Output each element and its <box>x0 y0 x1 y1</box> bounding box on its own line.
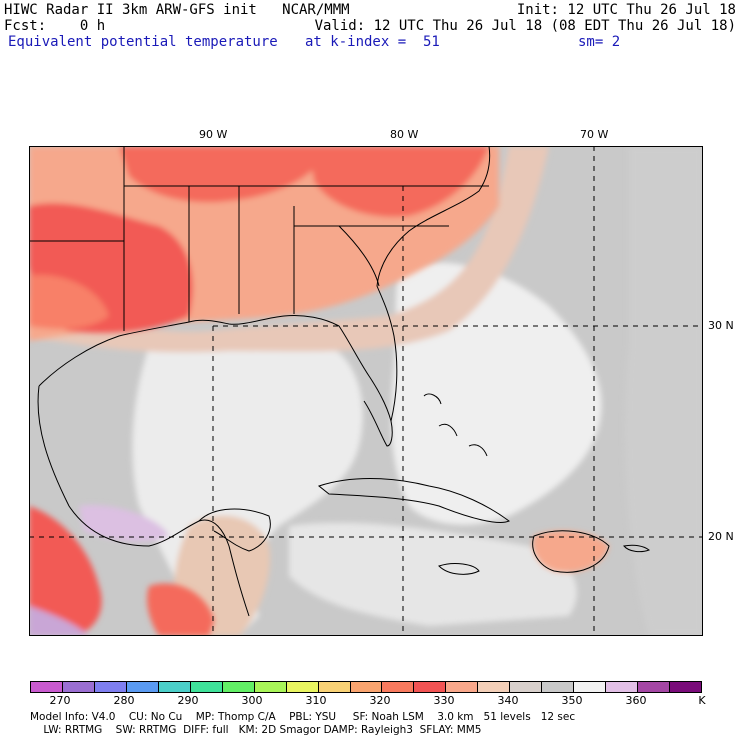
colorbar-swatch <box>478 682 511 692</box>
red-core-north <box>119 146 329 203</box>
colorbar-swatch <box>670 682 702 692</box>
colorbar-swatch <box>286 682 319 692</box>
puerto-rico-outline <box>623 544 651 553</box>
red-core-east <box>309 146 489 217</box>
map-frame <box>29 146 703 636</box>
field-name: Equivalent potential temperature <box>8 34 278 50</box>
forecast-hour: Fcst: 0 h <box>4 18 106 34</box>
colorbar-swatch <box>190 682 223 692</box>
colorbar-swatch <box>222 682 255 692</box>
colorbar-swatch <box>510 682 543 692</box>
model-info-line2: LW: RRTMG SW: RRTMG DIFF: full KM: 2D Sm… <box>30 724 482 736</box>
colorbar-swatch <box>31 682 63 692</box>
bahamas-1 <box>423 393 442 405</box>
colorbar-tick-270: 270 <box>49 694 71 707</box>
lon-label-80w: 80 W <box>390 128 419 141</box>
colorbar-swatch <box>158 682 191 692</box>
hispaniola-outline <box>532 530 610 573</box>
colorbar-swatch <box>318 682 351 692</box>
colorbar-swatch <box>254 682 287 692</box>
purple-bottom-left <box>29 606 89 636</box>
red-texas <box>29 275 109 329</box>
colorbar-tick-310: 310 <box>305 694 327 707</box>
valid-time: Valid: 12 UTC Thu 26 Jul 18 (08 EDT Thu … <box>314 18 736 34</box>
jamaica-outline <box>438 563 480 575</box>
colorbar-tick-340: 340 <box>497 694 519 707</box>
colorbar-swatch <box>62 682 95 692</box>
colorbar-tick-320: 320 <box>369 694 391 707</box>
mexico-red-southwest <box>29 506 102 636</box>
smoothing-info: sm= 2 <box>578 34 621 50</box>
colorbar-swatch <box>446 682 479 692</box>
colorbar-tick-350: 350 <box>561 694 583 707</box>
us-gulf-coastline <box>38 315 393 447</box>
purple-pocket <box>79 505 169 542</box>
colorbar-tick-280: 280 <box>113 694 135 707</box>
colorbar-swatch <box>574 682 607 692</box>
colorbar-swatch <box>126 682 159 692</box>
mexico-coastline <box>37 385 250 617</box>
colorbar-swatch <box>350 682 383 692</box>
colorbar-swatch <box>606 682 639 692</box>
colorbar-tick-330: 330 <box>433 694 455 707</box>
colorbar-unit: K <box>698 694 706 707</box>
lon-label-90w: 90 W <box>199 128 228 141</box>
yucatan-outline <box>198 508 271 552</box>
colorbar-swatch <box>542 682 575 692</box>
bahamas-3 <box>468 444 488 457</box>
colorbar <box>30 681 702 693</box>
bahamas-2 <box>438 423 458 437</box>
atlantic-east-gray <box>625 146 703 636</box>
lon-label-70w: 70 W <box>580 128 609 141</box>
colorbar-swatch <box>94 682 127 692</box>
colorbar-tick-360: 360 <box>625 694 647 707</box>
level-info: at k-index = 51 <box>305 34 440 50</box>
init-time: Init: 12 UTC Thu 26 Jul 18 <box>516 2 736 18</box>
central-america-red <box>147 583 214 636</box>
colorbar-swatch <box>638 682 671 692</box>
colorbar-tick-300: 300 <box>241 694 263 707</box>
colorbar-swatch <box>414 682 447 692</box>
lat-label-20n: 20 N <box>708 530 734 543</box>
state-line-8 <box>338 225 380 287</box>
weather-map <box>29 146 703 636</box>
cuba-outline <box>317 478 510 524</box>
hispaniola-salmon <box>532 530 609 573</box>
model-info-line1: Model Info: V4.0 CU: No Cu MP: Thomp C/A… <box>30 711 576 723</box>
caribbean-light-region <box>289 522 577 626</box>
florida-east-coast <box>376 146 491 422</box>
title-left: HIWC Radar II 3km ARW-GFS init NCAR/MMM <box>4 2 350 18</box>
colorbar-tick-290: 290 <box>177 694 199 707</box>
colorbar-swatch <box>382 682 415 692</box>
lat-label-30n: 30 N <box>708 319 734 332</box>
